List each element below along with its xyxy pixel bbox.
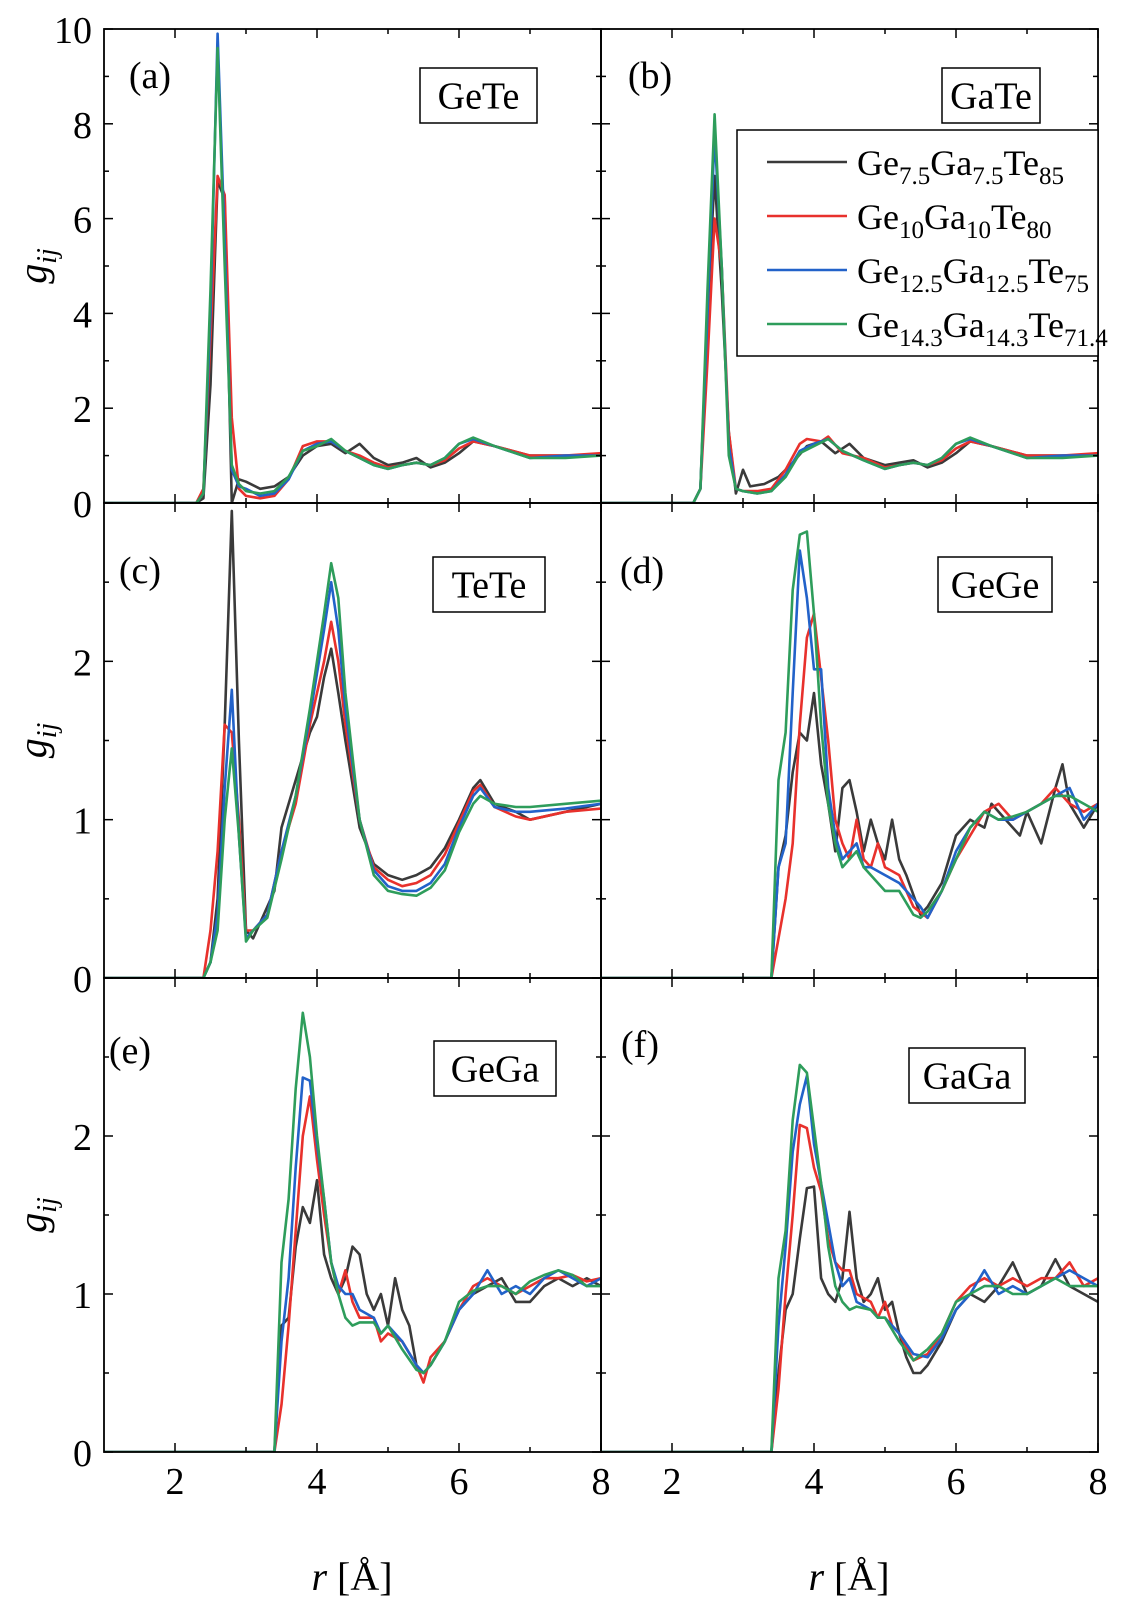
y-tick-label: 6	[73, 200, 92, 242]
legend-entry: Ge12.5Ga12.5Te75	[857, 251, 1089, 298]
series-line-Ge12_5Ga12_5Te75	[104, 580, 601, 978]
panel-label: (c)	[119, 550, 161, 592]
panel-d: (d) GeGe	[600, 502, 1099, 979]
x-tick-label: 2	[166, 1461, 185, 1503]
panel-title-box	[908, 1047, 1026, 1104]
y-tick-label: 10	[54, 10, 92, 52]
series-line-Ge7_5Ga7_5Te85	[601, 1185, 1098, 1452]
panel-title: TeTe	[452, 565, 527, 607]
panel-label: (d)	[620, 550, 664, 592]
y-tick-label: 1	[73, 801, 92, 843]
panel-title-box	[433, 1040, 557, 1097]
panel-title: GeGa	[451, 1049, 540, 1091]
series-line-Ge14_3Ga14_3Te71_4	[601, 530, 1098, 978]
y-tick-label: 2	[73, 389, 92, 431]
series-line-Ge10Ga10Te80	[601, 1123, 1098, 1452]
legend-entry: Ge7.5Ga7.5Te85	[857, 143, 1064, 190]
series-line-Ge7_5Ga7_5Te85	[104, 1178, 601, 1452]
series-line-Ge12_5Ga12_5Te75	[601, 1074, 1098, 1452]
series-line-Ge14_3Ga14_3Te71_4	[104, 1011, 601, 1452]
panel-b: (b) GaTe	[600, 28, 1099, 504]
series-line-Ge14_3Ga14_3Te71_4	[601, 113, 1098, 503]
y-tick-label: 2	[73, 642, 92, 684]
panel-label: (a)	[129, 55, 171, 97]
x-tick-label: 8	[1089, 1461, 1108, 1503]
x-tick-label: 2	[663, 1461, 682, 1503]
y-axis-label: gij	[10, 1197, 63, 1233]
x-tick-label: 4	[308, 1461, 327, 1503]
legend-box	[736, 129, 1099, 357]
panel-a: 0 2 4 6 8 10 gij (a) GeTe	[10, 10, 602, 526]
series-line-Ge14_3Ga14_3Te71_4	[601, 1063, 1098, 1452]
y-axis-label: gij	[10, 248, 63, 284]
legend-entry: Ge14.3Ga14.3Te71.4	[857, 305, 1108, 352]
y-tick-label: 1	[73, 1275, 92, 1317]
y-tick-label: 4	[73, 294, 92, 336]
y-tick-label: 0	[73, 1433, 92, 1475]
panel-title-box	[937, 556, 1053, 613]
panel-label: (b)	[628, 55, 672, 97]
panel-title-box	[419, 67, 538, 124]
y-axis-label: gij	[10, 723, 63, 759]
series-line-Ge12_5Ga12_5Te75	[601, 549, 1098, 978]
panel-label: (f)	[621, 1024, 659, 1066]
series-line-Ge12_5Ga12_5Te75	[104, 1076, 601, 1452]
series-line-Ge7_5Ga7_5Te85	[601, 691, 1098, 978]
y-tick-label: 2	[73, 1117, 92, 1159]
series-line-Ge10Ga10Te80	[601, 612, 1098, 978]
x-axis-label-right: r [Å]	[808, 1554, 889, 1599]
panel-c: 0 1 2 gij (c) TeTe	[10, 502, 602, 1001]
panel-f: 2 4 6 8 (f) GaGa	[600, 977, 1108, 1503]
panel-title-box	[941, 67, 1041, 124]
y-tick-label: 0	[73, 484, 92, 526]
y-tick-label: 8	[73, 105, 92, 147]
panel-e: 0 1 2 gij 2 4 6 8 (e) GeGa	[10, 977, 611, 1503]
legend-entry: Ge10Ga10Te80	[857, 197, 1051, 244]
series-line-Ge14_3Ga14_3Te71_4	[104, 561, 601, 978]
panel-title: GaTe	[950, 76, 1032, 118]
panel-title: GeGe	[951, 565, 1040, 607]
x-axis-label-left: r [Å]	[311, 1554, 392, 1599]
panel-label: (e)	[109, 1030, 151, 1072]
series-line-Ge7_5Ga7_5Te85	[104, 509, 601, 978]
axis-labels: r [Å] r [Å]	[311, 1554, 889, 1599]
x-tick-label: 6	[947, 1461, 966, 1503]
y-tick-label: 0	[73, 959, 92, 1001]
x-tick-label: 8	[592, 1461, 611, 1503]
x-tick-label: 6	[450, 1461, 469, 1503]
panel-title-box	[432, 556, 546, 613]
legend: Ge7.5Ga7.5Te85 Ge10Ga10Te80 Ge12.5Ga12.5Te…	[736, 129, 1108, 357]
series-line-Ge14_3Ga14_3Te71_4	[104, 46, 601, 503]
series-line-Ge10Ga10Te80	[104, 620, 601, 978]
x-tick-label: 4	[805, 1461, 824, 1503]
panel-title: GaGa	[923, 1056, 1012, 1098]
series-line-Ge10Ga10Te80	[104, 1095, 601, 1452]
panel-title: GeTe	[438, 76, 520, 118]
